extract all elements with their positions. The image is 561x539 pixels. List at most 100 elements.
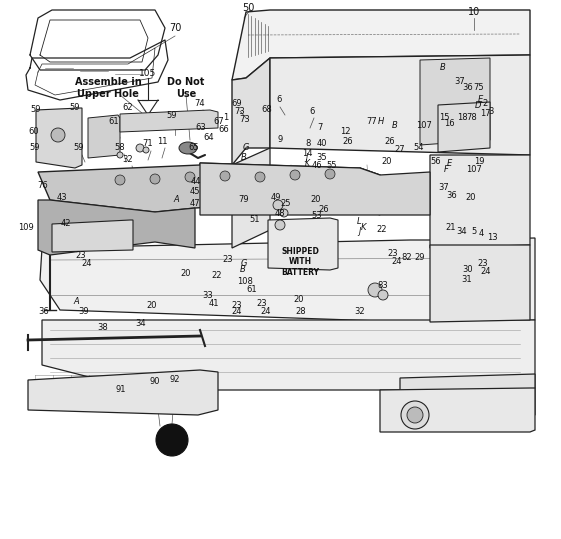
Text: 22: 22 <box>377 225 387 234</box>
Text: 14: 14 <box>302 149 312 157</box>
Text: 31: 31 <box>462 274 472 284</box>
Text: 16: 16 <box>444 120 454 128</box>
Polygon shape <box>40 238 535 325</box>
Text: 55: 55 <box>327 161 337 169</box>
Text: 91: 91 <box>116 385 126 395</box>
Ellipse shape <box>179 142 197 154</box>
Text: 7: 7 <box>318 122 323 132</box>
Text: 5: 5 <box>471 227 477 237</box>
Text: 26: 26 <box>385 136 396 146</box>
Polygon shape <box>120 110 218 132</box>
Polygon shape <box>38 163 380 212</box>
Circle shape <box>280 209 288 217</box>
Text: 78: 78 <box>467 114 477 122</box>
Text: 24: 24 <box>261 307 272 315</box>
Text: 73: 73 <box>240 115 250 125</box>
Text: 24: 24 <box>481 266 491 275</box>
Circle shape <box>51 128 65 142</box>
Text: E: E <box>447 160 452 169</box>
Text: 33: 33 <box>203 292 213 301</box>
Text: 83: 83 <box>378 280 388 289</box>
Text: 10: 10 <box>468 7 480 17</box>
Text: 63: 63 <box>196 123 206 133</box>
Text: 47: 47 <box>190 199 200 209</box>
Circle shape <box>185 172 195 182</box>
Polygon shape <box>200 163 430 215</box>
Text: 1: 1 <box>223 113 229 121</box>
Text: 8: 8 <box>305 139 311 148</box>
Text: 50: 50 <box>242 3 254 13</box>
Text: 32: 32 <box>123 155 134 163</box>
Text: 68: 68 <box>261 105 273 114</box>
Text: 59: 59 <box>31 105 42 114</box>
Polygon shape <box>430 155 530 248</box>
Text: 20: 20 <box>294 295 304 305</box>
Text: 90: 90 <box>150 377 160 386</box>
Text: 60: 60 <box>29 127 39 135</box>
Text: 18: 18 <box>457 114 467 122</box>
Circle shape <box>136 144 144 152</box>
Text: 23: 23 <box>232 301 242 309</box>
Text: 13: 13 <box>487 232 497 241</box>
Text: 64: 64 <box>204 134 214 142</box>
Text: 24: 24 <box>232 307 242 315</box>
Circle shape <box>378 290 388 300</box>
Text: 56: 56 <box>431 156 442 165</box>
Text: 28: 28 <box>296 307 306 315</box>
Text: 3: 3 <box>488 107 494 116</box>
Text: 35: 35 <box>317 154 327 162</box>
Text: B: B <box>241 153 247 162</box>
Text: 6: 6 <box>309 107 315 116</box>
Text: E: E <box>477 94 482 103</box>
Text: 15: 15 <box>439 114 449 122</box>
Text: 76: 76 <box>38 182 48 190</box>
Text: 49: 49 <box>271 192 281 202</box>
Text: 108: 108 <box>237 278 253 287</box>
Text: 82: 82 <box>402 253 412 262</box>
Circle shape <box>325 169 335 179</box>
Text: 11: 11 <box>157 136 167 146</box>
Polygon shape <box>360 168 380 215</box>
Text: 107: 107 <box>466 165 482 175</box>
Polygon shape <box>38 200 195 255</box>
Text: 20: 20 <box>181 268 191 278</box>
Text: 61: 61 <box>247 286 257 294</box>
Text: 23: 23 <box>76 252 86 260</box>
Text: 39: 39 <box>79 308 89 316</box>
Text: 70: 70 <box>169 23 181 33</box>
Text: K: K <box>305 158 310 168</box>
Text: 74: 74 <box>195 100 205 108</box>
Text: 58: 58 <box>114 142 125 151</box>
Polygon shape <box>28 370 218 415</box>
Text: 66: 66 <box>219 125 229 134</box>
Text: L: L <box>357 218 361 226</box>
Text: D: D <box>475 101 481 110</box>
Text: 19: 19 <box>473 157 484 167</box>
Text: 21: 21 <box>446 223 456 231</box>
Text: G: G <box>243 143 249 153</box>
Polygon shape <box>232 10 530 80</box>
Text: 51: 51 <box>250 215 260 224</box>
Text: 65: 65 <box>188 142 199 151</box>
Text: 59: 59 <box>30 143 40 153</box>
Text: 71: 71 <box>142 140 153 149</box>
Text: 34: 34 <box>136 319 146 328</box>
Text: 23: 23 <box>223 255 233 265</box>
Text: 2: 2 <box>482 100 488 108</box>
Text: 38: 38 <box>98 322 108 331</box>
Text: 23: 23 <box>477 259 488 268</box>
Text: A: A <box>73 298 79 307</box>
Text: 22: 22 <box>211 272 222 280</box>
Circle shape <box>150 174 160 184</box>
Text: 59: 59 <box>73 143 84 153</box>
Text: K: K <box>361 224 367 232</box>
Circle shape <box>401 401 429 429</box>
Text: 107: 107 <box>416 121 432 130</box>
Text: 62: 62 <box>123 102 134 112</box>
Circle shape <box>115 175 125 185</box>
Polygon shape <box>380 388 535 432</box>
Polygon shape <box>270 55 530 155</box>
Polygon shape <box>420 58 490 145</box>
Text: 20: 20 <box>381 157 392 167</box>
Polygon shape <box>430 245 530 322</box>
